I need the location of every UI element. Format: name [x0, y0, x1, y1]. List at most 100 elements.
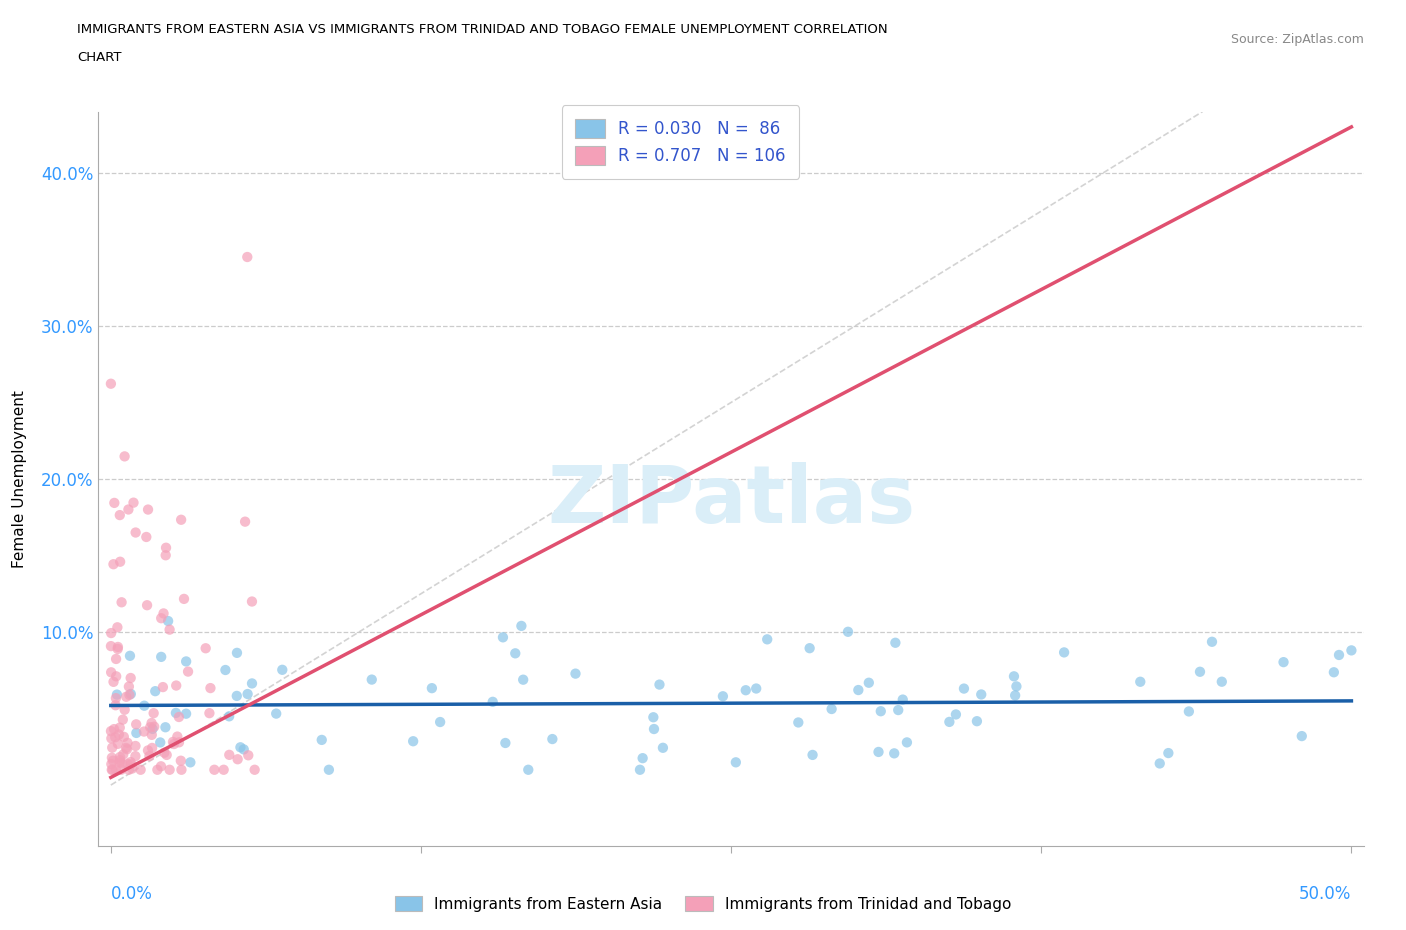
Point	[711, 689, 734, 704]
Point	[118, 763, 141, 777]
Point	[146, 763, 169, 777]
Point	[129, 763, 152, 777]
Point	[100, 665, 122, 680]
Point	[799, 641, 821, 656]
Point	[177, 664, 200, 679]
Point	[118, 648, 141, 663]
Text: IMMIGRANTS FROM EASTERN ASIA VS IMMIGRANTS FROM TRINIDAD AND TOBAGO FEMALE UNEMP: IMMIGRANTS FROM EASTERN ASIA VS IMMIGRAN…	[77, 23, 889, 36]
Point	[896, 735, 918, 750]
Point	[541, 732, 564, 747]
Point	[1340, 643, 1362, 658]
Point	[163, 737, 186, 751]
Point	[155, 540, 177, 555]
Point	[153, 745, 176, 760]
Point	[152, 680, 174, 695]
Point	[858, 675, 880, 690]
Point	[103, 496, 125, 511]
Point	[243, 763, 266, 777]
Point	[100, 626, 122, 641]
Point	[165, 706, 187, 721]
Point	[150, 611, 173, 626]
Point	[938, 714, 960, 729]
Point	[801, 748, 824, 763]
Point	[107, 737, 129, 751]
Point	[233, 514, 256, 529]
Point	[105, 687, 128, 702]
Point	[114, 702, 136, 717]
Point	[724, 755, 747, 770]
Point	[100, 763, 122, 777]
Point	[869, 704, 891, 719]
Point	[236, 249, 259, 264]
Point	[111, 712, 134, 727]
Point	[136, 743, 159, 758]
Point	[124, 525, 146, 540]
Point	[756, 631, 779, 646]
Point	[110, 595, 132, 610]
Point	[229, 740, 252, 755]
Point	[232, 742, 254, 757]
Point	[159, 763, 181, 777]
Point	[120, 686, 142, 701]
Point	[100, 731, 122, 746]
Point	[1211, 674, 1233, 689]
Point	[240, 594, 263, 609]
Point	[117, 736, 139, 751]
Point	[1178, 704, 1201, 719]
Point	[481, 695, 503, 710]
Point	[238, 748, 260, 763]
Point	[141, 727, 163, 742]
Point	[745, 681, 768, 696]
Point	[1004, 688, 1026, 703]
Point	[1005, 679, 1028, 694]
Point	[108, 750, 131, 764]
Point	[104, 698, 127, 712]
Point	[868, 745, 890, 760]
Point	[152, 606, 174, 621]
Point	[101, 763, 124, 777]
Point	[166, 729, 188, 744]
Point	[179, 755, 201, 770]
Point	[1201, 634, 1223, 649]
Point	[104, 763, 127, 777]
Text: 0.0%: 0.0%	[111, 884, 153, 903]
Point	[420, 681, 443, 696]
Point	[100, 377, 122, 392]
Point	[643, 710, 665, 724]
Point	[117, 756, 139, 771]
Point	[100, 724, 122, 738]
Point	[150, 649, 173, 664]
Point	[104, 730, 127, 745]
Point	[110, 763, 132, 777]
Point	[100, 639, 122, 654]
Point	[100, 757, 122, 772]
Point	[103, 722, 125, 737]
Point	[159, 622, 181, 637]
Point	[112, 729, 135, 744]
Point	[198, 706, 221, 721]
Point	[108, 752, 131, 767]
Point	[136, 502, 159, 517]
Point	[103, 674, 125, 689]
Point	[953, 681, 976, 696]
Point	[142, 706, 165, 721]
Point	[108, 554, 131, 569]
Point	[218, 748, 240, 763]
Point	[104, 691, 127, 706]
Point	[212, 763, 235, 777]
Point	[887, 703, 910, 718]
Point	[318, 763, 340, 777]
Point	[202, 763, 225, 777]
Point	[226, 751, 249, 766]
Text: 50.0%: 50.0%	[1299, 884, 1351, 903]
Point	[226, 645, 249, 660]
Point	[517, 763, 540, 777]
Point	[124, 738, 146, 753]
Point	[225, 688, 247, 703]
Point	[170, 753, 193, 768]
Point	[136, 598, 159, 613]
Point	[101, 753, 124, 768]
Point	[200, 681, 222, 696]
Point	[218, 709, 240, 724]
Point	[107, 640, 129, 655]
